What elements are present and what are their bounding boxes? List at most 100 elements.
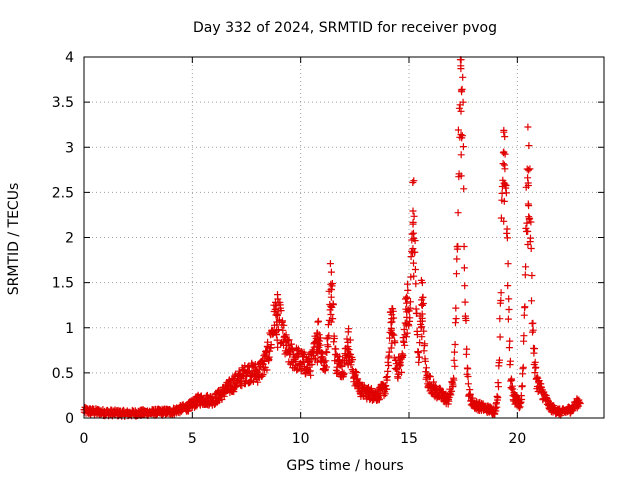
data-point bbox=[415, 353, 423, 361]
peak-point bbox=[313, 358, 321, 366]
data-point bbox=[460, 185, 468, 193]
data-point bbox=[503, 234, 511, 242]
peak-point bbox=[457, 172, 465, 180]
data-point bbox=[455, 104, 463, 112]
data-point bbox=[451, 341, 459, 348]
data-point bbox=[504, 315, 512, 323]
data-point bbox=[432, 382, 440, 390]
peak-point bbox=[273, 321, 281, 329]
x-tick-label: 0 bbox=[80, 431, 89, 447]
data-point bbox=[323, 363, 330, 371]
data-point bbox=[527, 245, 535, 252]
data-point bbox=[279, 317, 286, 325]
data-points bbox=[80, 56, 584, 420]
data-point bbox=[400, 326, 408, 333]
peak-point bbox=[525, 213, 533, 221]
peak-point bbox=[327, 311, 335, 318]
data-point bbox=[406, 304, 414, 312]
data-point bbox=[375, 395, 383, 403]
data-point bbox=[527, 218, 535, 226]
data-point bbox=[260, 358, 268, 365]
data-point bbox=[353, 369, 361, 377]
peak-point bbox=[403, 313, 411, 321]
data-point bbox=[384, 367, 392, 375]
data-point bbox=[518, 382, 526, 390]
data-point bbox=[385, 362, 393, 369]
peak-point bbox=[418, 310, 426, 318]
data-point bbox=[504, 260, 512, 268]
peak-point bbox=[418, 317, 426, 325]
data-point bbox=[506, 337, 514, 345]
data-point bbox=[519, 363, 527, 371]
data-point bbox=[521, 303, 529, 311]
data-point bbox=[293, 366, 301, 374]
data-point bbox=[453, 255, 461, 263]
data-point bbox=[324, 343, 332, 351]
data-point bbox=[502, 181, 510, 189]
x-tick-label: 10 bbox=[292, 431, 310, 447]
data-point bbox=[527, 234, 534, 242]
y-tick-label: 3.5 bbox=[52, 95, 74, 111]
data-point bbox=[412, 280, 420, 288]
data-point bbox=[411, 248, 419, 256]
data-point bbox=[345, 325, 353, 333]
peak-point bbox=[500, 148, 508, 156]
data-point bbox=[518, 396, 526, 403]
peak-point bbox=[500, 128, 508, 136]
peak-point bbox=[418, 296, 426, 304]
peak-point bbox=[274, 343, 282, 351]
peak-point bbox=[387, 344, 395, 352]
data-point bbox=[493, 403, 501, 411]
data-point bbox=[326, 260, 334, 268]
peak-point bbox=[388, 318, 396, 326]
data-point bbox=[505, 306, 513, 313]
data-point bbox=[458, 132, 466, 140]
y-tick-label: 1.5 bbox=[52, 276, 74, 292]
data-point bbox=[404, 286, 412, 294]
data-point bbox=[464, 365, 472, 373]
data-point bbox=[279, 326, 287, 334]
data-point bbox=[322, 348, 330, 356]
data-point bbox=[459, 73, 467, 81]
peak-point bbox=[388, 311, 396, 319]
data-point bbox=[528, 297, 535, 305]
data-point bbox=[526, 214, 534, 222]
data-point bbox=[496, 315, 504, 323]
peak-point bbox=[315, 340, 322, 347]
peak-point bbox=[500, 217, 508, 225]
data-point bbox=[337, 361, 345, 369]
data-point bbox=[282, 331, 290, 339]
data-point bbox=[294, 365, 302, 373]
data-point bbox=[463, 345, 471, 353]
data-point bbox=[389, 307, 397, 315]
peak-point bbox=[525, 166, 532, 174]
data-point bbox=[259, 371, 267, 379]
data-point bbox=[308, 361, 316, 368]
peak-point bbox=[410, 235, 418, 242]
data-point bbox=[317, 334, 324, 342]
data-point bbox=[307, 371, 315, 379]
data-point bbox=[454, 126, 462, 134]
data-point bbox=[509, 385, 517, 393]
data-point bbox=[494, 394, 502, 402]
data-point bbox=[407, 298, 414, 306]
data-point bbox=[325, 316, 333, 324]
data-point bbox=[315, 317, 322, 325]
data-point bbox=[522, 263, 530, 271]
data-point bbox=[454, 242, 462, 250]
data-point bbox=[230, 388, 238, 396]
data-point bbox=[505, 295, 513, 303]
data-point bbox=[343, 335, 351, 343]
y-tick-label: 2 bbox=[65, 231, 74, 247]
data-point bbox=[448, 387, 455, 395]
data-point bbox=[502, 189, 510, 197]
peak-point bbox=[273, 331, 280, 339]
peak-point bbox=[403, 329, 411, 337]
peak-point bbox=[344, 343, 352, 350]
data-point bbox=[459, 143, 467, 151]
x-tick-label: 15 bbox=[400, 431, 418, 447]
peak-point bbox=[314, 335, 321, 343]
peak-point bbox=[410, 259, 417, 267]
data-point bbox=[450, 356, 458, 364]
